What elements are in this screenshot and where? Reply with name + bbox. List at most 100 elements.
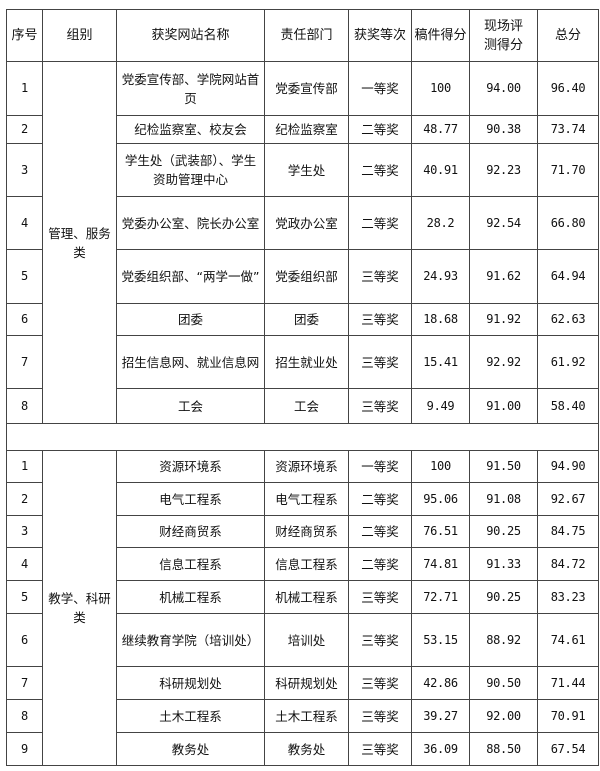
award-level: 三等奖 (348, 580, 412, 614)
award-level: 二等奖 (348, 482, 412, 516)
table-row: 3 学生处（武装部）、学生资助管理中心 学生处 二等奖 40.91 92.23 71.70 (6, 143, 599, 197)
onsite-score: 91.62 (469, 249, 538, 304)
row-number: 7 (6, 666, 43, 700)
article-score: 24.93 (411, 249, 470, 304)
site-name: 党委组织部、“两学一做” (116, 249, 265, 304)
group-name: 管理、服务类 (42, 61, 117, 424)
award-level: 二等奖 (348, 515, 412, 548)
table-row: 3 财经商贸系 财经商贸系 二等奖 76.51 90.25 84.75 (6, 515, 599, 548)
award-level: 三等奖 (348, 666, 412, 700)
table-row: 4 党委办公室、院长办公室 党政办公室 二等奖 28.2 92.54 66.80 (6, 196, 599, 250)
total-score: 84.72 (537, 547, 599, 581)
total-score: 71.70 (537, 143, 599, 197)
onsite-score: 94.00 (469, 61, 538, 116)
table-row: 8 土木工程系 土木工程系 三等奖 39.27 92.00 70.91 (6, 699, 599, 733)
table-row: 6 继续教育学院（培训处） 培训处 三等奖 53.15 88.92 74.61 (6, 613, 599, 667)
total-score: 94.90 (537, 450, 599, 483)
row-number: 5 (6, 249, 43, 304)
article-score: 18.68 (411, 303, 470, 336)
department: 财经商贸系 (264, 515, 349, 548)
article-score: 36.09 (411, 732, 470, 766)
header-cell: 稿件得分 (411, 9, 470, 62)
article-score: 72.71 (411, 580, 470, 614)
onsite-score: 90.50 (469, 666, 538, 700)
department: 招生就业处 (264, 335, 349, 389)
onsite-score: 91.08 (469, 482, 538, 516)
row-number: 6 (6, 613, 43, 667)
separator-cell (6, 423, 599, 451)
article-score: 15.41 (411, 335, 470, 389)
site-name: 工会 (116, 388, 265, 424)
onsite-score: 91.92 (469, 303, 538, 336)
article-score: 53.15 (411, 613, 470, 667)
article-score: 100 (411, 450, 470, 483)
row-number: 8 (6, 388, 43, 424)
total-score: 92.67 (537, 482, 599, 516)
onsite-score: 90.38 (469, 115, 538, 144)
award-level: 三等奖 (348, 613, 412, 667)
department: 党政办公室 (264, 196, 349, 250)
onsite-score: 91.00 (469, 388, 538, 424)
department: 机械工程系 (264, 580, 349, 614)
site-name: 继续教育学院（培训处） (116, 613, 265, 667)
department: 培训处 (264, 613, 349, 667)
total-score: 58.40 (537, 388, 599, 424)
header-cell: 组别 (42, 9, 117, 62)
department: 党委组织部 (264, 249, 349, 304)
row-number: 4 (6, 547, 43, 581)
department: 科研规划处 (264, 666, 349, 700)
site-name: 信息工程系 (116, 547, 265, 581)
group-separator-row (6, 423, 599, 451)
onsite-score: 92.23 (469, 143, 538, 197)
department: 团委 (264, 303, 349, 336)
table-row: 9 教务处 教务处 三等奖 36.09 88.50 67.54 (6, 732, 599, 766)
site-name: 科研规划处 (116, 666, 265, 700)
department: 资源环境系 (264, 450, 349, 483)
award-level: 二等奖 (348, 547, 412, 581)
row-number: 3 (6, 515, 43, 548)
row-number: 8 (6, 699, 43, 733)
row-number: 5 (6, 580, 43, 614)
row-number: 3 (6, 143, 43, 197)
article-score: 39.27 (411, 699, 470, 733)
table-row: 6 团委 团委 三等奖 18.68 91.92 62.63 (6, 303, 599, 336)
total-score: 62.63 (537, 303, 599, 336)
total-score: 67.54 (537, 732, 599, 766)
onsite-score: 92.54 (469, 196, 538, 250)
total-score: 70.91 (537, 699, 599, 733)
row-number: 4 (6, 196, 43, 250)
table-row: 7 科研规划处 科研规划处 三等奖 42.86 90.50 71.44 (6, 666, 599, 700)
onsite-score: 91.50 (469, 450, 538, 483)
total-score: 84.75 (537, 515, 599, 548)
row-number: 1 (6, 61, 43, 116)
award-level: 二等奖 (348, 196, 412, 250)
table-row: 2 纪检监察室、校友会 纪检监察室 二等奖 48.77 90.38 73.74 (6, 115, 599, 144)
department: 土木工程系 (264, 699, 349, 733)
row-number: 6 (6, 303, 43, 336)
article-score: 95.06 (411, 482, 470, 516)
site-name: 机械工程系 (116, 580, 265, 614)
total-score: 66.80 (537, 196, 599, 250)
onsite-score: 91.33 (469, 547, 538, 581)
site-name: 党委宣传部、学院网站首页 (116, 61, 265, 116)
site-name: 教务处 (116, 732, 265, 766)
site-name: 学生处（武装部）、学生资助管理中心 (116, 143, 265, 197)
total-score: 74.61 (537, 613, 599, 667)
total-score: 64.94 (537, 249, 599, 304)
article-score: 42.86 (411, 666, 470, 700)
award-level: 三等奖 (348, 699, 412, 733)
header-cell: 获奖等次 (348, 9, 412, 62)
total-score: 73.74 (537, 115, 599, 144)
row-number: 7 (6, 335, 43, 389)
article-score: 9.49 (411, 388, 470, 424)
row-number: 9 (6, 732, 43, 766)
total-score: 83.23 (537, 580, 599, 614)
award-level: 一等奖 (348, 450, 412, 483)
table-row: 1 管理、服务类 党委宣传部、学院网站首页 党委宣传部 一等奖 100 94.00 96.40 (6, 61, 599, 424)
site-name: 党委办公室、院长办公室 (116, 196, 265, 250)
article-score: 76.51 (411, 515, 470, 548)
onsite-score: 90.25 (469, 515, 538, 548)
table-row: 2 电气工程系 电气工程系 二等奖 95.06 91.08 92.67 (6, 482, 599, 516)
row-number: 2 (6, 482, 43, 516)
onsite-score: 90.25 (469, 580, 538, 614)
